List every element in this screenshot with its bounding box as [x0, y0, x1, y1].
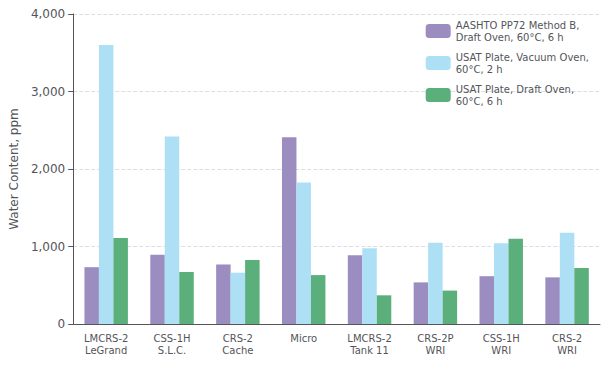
svg-text:WRI: WRI [557, 345, 577, 356]
svg-text:CRS-2P: CRS-2P [417, 333, 453, 344]
svg-text:60°C, 2 h: 60°C, 2 h [456, 64, 503, 75]
svg-text:4,000: 4,000 [31, 7, 65, 21]
svg-text:AASHTO PP72 Method B,: AASHTO PP72 Method B, [456, 20, 580, 31]
svg-text:Draft Oven, 60°C, 6 h: Draft Oven, 60°C, 6 h [456, 32, 564, 43]
svg-text:Water Content, ppm: Water Content, ppm [7, 108, 21, 230]
svg-text:LeGrand: LeGrand [85, 345, 127, 356]
svg-text:1,000: 1,000 [31, 240, 65, 254]
svg-text:WRI: WRI [425, 345, 445, 356]
svg-text:USAT Plate, Vacuum Oven,: USAT Plate, Vacuum Oven, [456, 52, 589, 63]
svg-text:Cache: Cache [222, 345, 253, 356]
svg-text:Tank 11: Tank 11 [349, 345, 389, 356]
svg-text:CSS-1H: CSS-1H [483, 333, 520, 344]
svg-text:CRS-2: CRS-2 [223, 333, 253, 344]
svg-text:60°C, 6 h: 60°C, 6 h [456, 96, 503, 107]
svg-text:USAT Plate, Draft Oven,: USAT Plate, Draft Oven, [456, 84, 574, 95]
svg-text:LMCRS-2: LMCRS-2 [347, 333, 391, 344]
svg-text:2,000: 2,000 [31, 162, 65, 176]
svg-text:CSS-1H: CSS-1H [153, 333, 190, 344]
svg-text:S.L.C.: S.L.C. [158, 345, 186, 356]
svg-text:CRS-2: CRS-2 [552, 333, 582, 344]
svg-text:WRI: WRI [491, 345, 511, 356]
svg-text:0: 0 [58, 317, 66, 331]
svg-text:LMCRS-2: LMCRS-2 [84, 333, 128, 344]
svg-text:Micro: Micro [290, 333, 317, 344]
svg-text:3,000: 3,000 [31, 85, 65, 99]
